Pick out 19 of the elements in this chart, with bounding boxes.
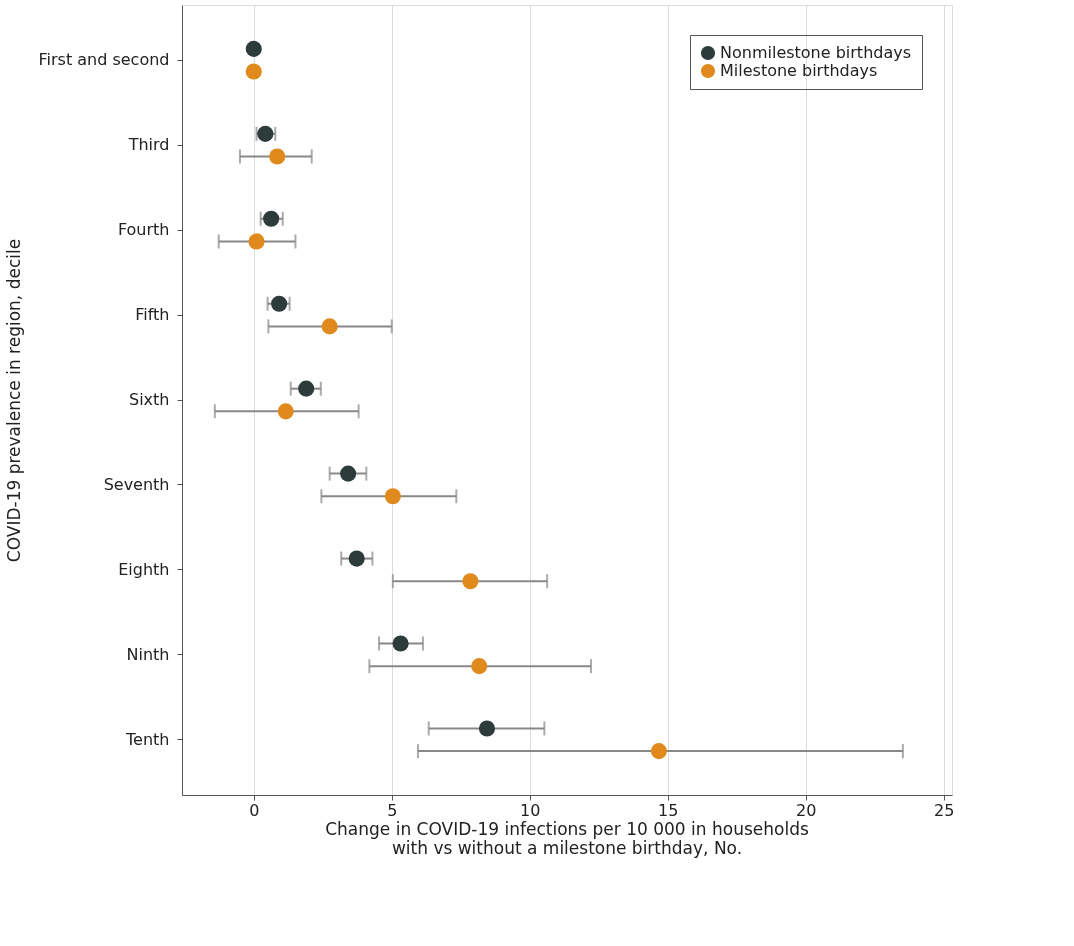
x-tick-label: 15 bbox=[658, 800, 679, 820]
x-tick-label: 0 bbox=[249, 800, 260, 820]
y-tick-label: First and second bbox=[38, 50, 170, 70]
y-tick-label: Ninth bbox=[126, 644, 170, 664]
y-axis-title: COVID-19 prevalence in region, decile bbox=[4, 238, 25, 563]
y-tick-label: Fourth bbox=[117, 220, 170, 240]
y-tick-label: Sixth bbox=[129, 390, 170, 409]
x-tick-label: 25 bbox=[934, 800, 955, 820]
y-tick-label: Eighth bbox=[118, 559, 170, 579]
y-tick-label: Third bbox=[127, 135, 170, 155]
x-axis-title: Change in COVID-19 infections per 10 000 in households with vs without a milestone birthday, No. bbox=[325, 819, 809, 858]
x-tick-label: 5 bbox=[387, 800, 398, 820]
legend-label: Nonmilestone birthdays bbox=[720, 43, 912, 62]
y-tick-label: Fifth bbox=[135, 305, 170, 325]
y-tick-label: Seventh bbox=[103, 474, 170, 494]
x-tick-label: 20 bbox=[796, 800, 817, 820]
y-tick-label: Tenth bbox=[125, 729, 170, 749]
x-tick-label: 10 bbox=[520, 800, 541, 820]
legend-label: Milestone birthdays bbox=[720, 61, 878, 80]
